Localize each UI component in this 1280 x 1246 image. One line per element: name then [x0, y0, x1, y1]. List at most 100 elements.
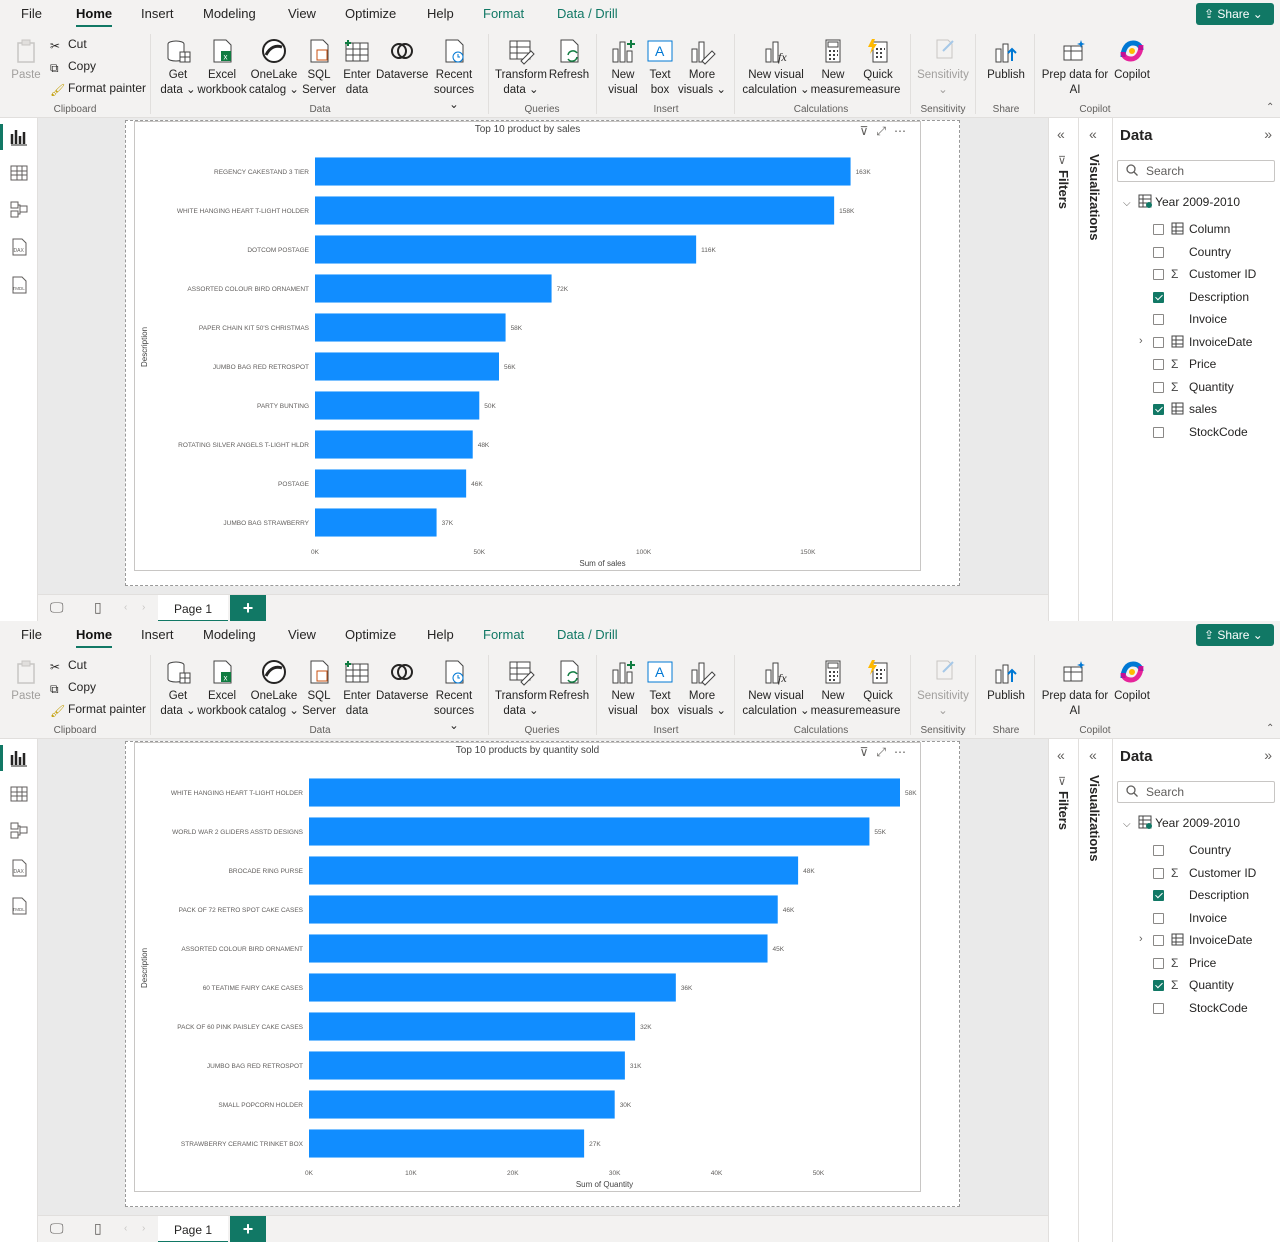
data-table-node[interactable]: ⌵ Year 2009-2010 — [1123, 815, 1240, 830]
chevron-right-icon[interactable]: › — [1139, 334, 1143, 347]
bar[interactable] — [315, 313, 506, 342]
tab-insert[interactable]: Insert — [141, 627, 174, 642]
more-options-icon[interactable]: ⋯ — [894, 124, 914, 138]
format-painter-button[interactable]: 🖌 Format painter — [50, 81, 146, 99]
report-view-icon[interactable] — [0, 124, 28, 150]
enter-data-button[interactable]: Enter data — [331, 654, 383, 722]
copy-button[interactable]: ⧉ Copy — [50, 680, 96, 698]
collapse-ribbon-icon[interactable]: ⌃ — [1266, 723, 1275, 734]
add-page-button[interactable]: + — [230, 595, 266, 621]
tab-data-drill[interactable]: Data / Drill — [557, 627, 618, 642]
field-checkbox[interactable] — [1153, 291, 1164, 303]
collapse-data-pane-icon[interactable]: » — [1264, 126, 1272, 142]
add-page-button[interactable]: + — [230, 1216, 266, 1242]
share-button[interactable]: ⇪ Share ⌄ — [1196, 624, 1274, 646]
bar-chart-visual[interactable]: REGENCY CAKESTAND 3 TIER 163K WHITE HANGIN… — [134, 121, 921, 571]
expand-filters-icon[interactable]: « — [1057, 126, 1065, 142]
transform-data-button[interactable]: Transform data ⌄ — [495, 654, 547, 722]
field-checkbox[interactable] — [1153, 224, 1164, 235]
tmdl-view-icon[interactable]: TMDL — [10, 897, 28, 915]
mobile-layout-icon[interactable]: ▯ — [94, 599, 102, 615]
bar[interactable] — [315, 469, 467, 498]
paste-button[interactable]: Paste — [2, 33, 50, 101]
dax-query-view-icon[interactable]: DAX — [10, 238, 28, 256]
new-visual-calculation-button[interactable]: fx New visual calculation ⌄ — [742, 654, 810, 722]
bar[interactable] — [309, 895, 778, 924]
sql-server-button[interactable]: SQL Server — [293, 654, 345, 722]
tab-format[interactable]: Format — [483, 6, 525, 21]
bar[interactable] — [309, 1090, 615, 1119]
bar[interactable] — [309, 973, 676, 1002]
refresh-button[interactable]: Refresh — [543, 654, 595, 722]
tab-home[interactable]: Home — [76, 627, 113, 648]
field-checkbox[interactable] — [1153, 246, 1164, 258]
field-checkbox[interactable] — [1153, 912, 1164, 924]
tab-view[interactable]: View — [288, 6, 316, 21]
page-tab[interactable]: Page 1 — [158, 1216, 228, 1242]
field-checkbox[interactable] — [1153, 845, 1164, 856]
bar[interactable] — [315, 391, 480, 420]
expand-visualizations-icon[interactable]: « — [1089, 747, 1097, 763]
field-checkbox[interactable] — [1153, 867, 1164, 879]
menu-file[interactable]: File — [21, 627, 42, 642]
field-checkbox[interactable] — [1153, 890, 1164, 901]
copilot-button[interactable]: Copilot — [1106, 654, 1158, 722]
focus-mode-icon[interactable]: ⤢ — [876, 745, 894, 759]
table-view-icon[interactable] — [10, 164, 28, 182]
field-checkbox[interactable] — [1153, 336, 1164, 348]
desktop-layout-icon[interactable]: 🖵 — [50, 599, 64, 615]
cut-button[interactable]: ✂ Cut — [50, 658, 87, 676]
tab-data-drill[interactable]: Data / Drill — [557, 6, 618, 21]
model-view-icon[interactable] — [10, 200, 28, 218]
tmdl-view-icon[interactable]: TMDL — [10, 276, 28, 294]
data-table-node[interactable]: ⌵ Year 2009-2010 — [1123, 194, 1240, 209]
collapse-data-pane-icon[interactable]: » — [1264, 747, 1272, 763]
cut-button[interactable]: ✂ Cut — [50, 37, 87, 55]
copilot-button[interactable]: Copilot — [1106, 33, 1158, 101]
tab-home[interactable]: Home — [76, 6, 113, 27]
bar[interactable] — [315, 196, 835, 225]
get-data-button[interactable]: Get data ⌄ — [152, 654, 204, 722]
tab-optimize[interactable]: Optimize — [345, 627, 397, 642]
bar[interactable] — [309, 1129, 585, 1158]
new-measure-button[interactable]: New measure — [807, 654, 859, 722]
bar[interactable] — [315, 508, 437, 537]
tab-insert[interactable]: Insert — [141, 6, 174, 21]
prep-data-for-ai-button[interactable]: Prep data for AI — [1040, 654, 1110, 722]
filter-icon[interactable]: ⊽ — [859, 745, 877, 759]
bar[interactable] — [315, 157, 851, 186]
dataverse-button[interactable]: Dataverse — [376, 654, 428, 722]
publish-button[interactable]: Publish — [980, 33, 1032, 101]
bar-chart-visual[interactable]: WHITE HANGING HEART T-LIGHT HOLDER 58K WOR… — [134, 742, 921, 1192]
field-checkbox[interactable] — [1153, 935, 1164, 946]
report-view-icon[interactable] — [0, 745, 28, 771]
sensitivity-button[interactable]: Sensitivity ⌄ — [916, 654, 970, 722]
scroll-right-icon[interactable]: › — [142, 1223, 146, 1234]
mobile-layout-icon[interactable]: ▯ — [94, 1220, 102, 1236]
bar[interactable] — [309, 934, 768, 963]
sql-server-button[interactable]: SQL Server — [293, 33, 345, 101]
more-visuals-button[interactable]: More visuals ⌄ — [676, 654, 728, 722]
scroll-left-icon[interactable]: ‹ — [124, 1223, 128, 1234]
field-checkbox[interactable] — [1153, 404, 1164, 415]
field-checkbox[interactable] — [1153, 359, 1164, 370]
format-painter-button[interactable]: 🖌 Format painter — [50, 702, 146, 720]
tab-view[interactable]: View — [288, 627, 316, 642]
get-data-button[interactable]: Get data ⌄ — [152, 33, 204, 101]
text-box-button[interactable]: A Text box — [634, 654, 686, 722]
recent-sources-button[interactable]: Recent sources ⌄ — [428, 654, 480, 732]
scroll-right-icon[interactable]: › — [142, 602, 146, 613]
onelake-catalog-button[interactable]: OneLake catalog ⌄ — [248, 33, 300, 101]
table-view-icon[interactable] — [10, 785, 28, 803]
collapse-ribbon-icon[interactable]: ⌃ — [1266, 102, 1275, 113]
field-checkbox[interactable] — [1153, 314, 1164, 325]
new-measure-button[interactable]: New measure — [807, 33, 859, 101]
enter-data-button[interactable]: Enter data — [331, 33, 383, 101]
model-view-icon[interactable] — [10, 821, 28, 839]
transform-data-button[interactable]: Transform data ⌄ — [495, 33, 547, 101]
more-options-icon[interactable]: ⋯ — [894, 745, 914, 759]
recent-sources-button[interactable]: Recent sources ⌄ — [428, 33, 480, 111]
quick-measure-button[interactable]: Quick measure — [852, 33, 904, 101]
tab-optimize[interactable]: Optimize — [345, 6, 397, 21]
visualizations-pane-collapsed[interactable]: « Visualizations — [1078, 118, 1112, 621]
